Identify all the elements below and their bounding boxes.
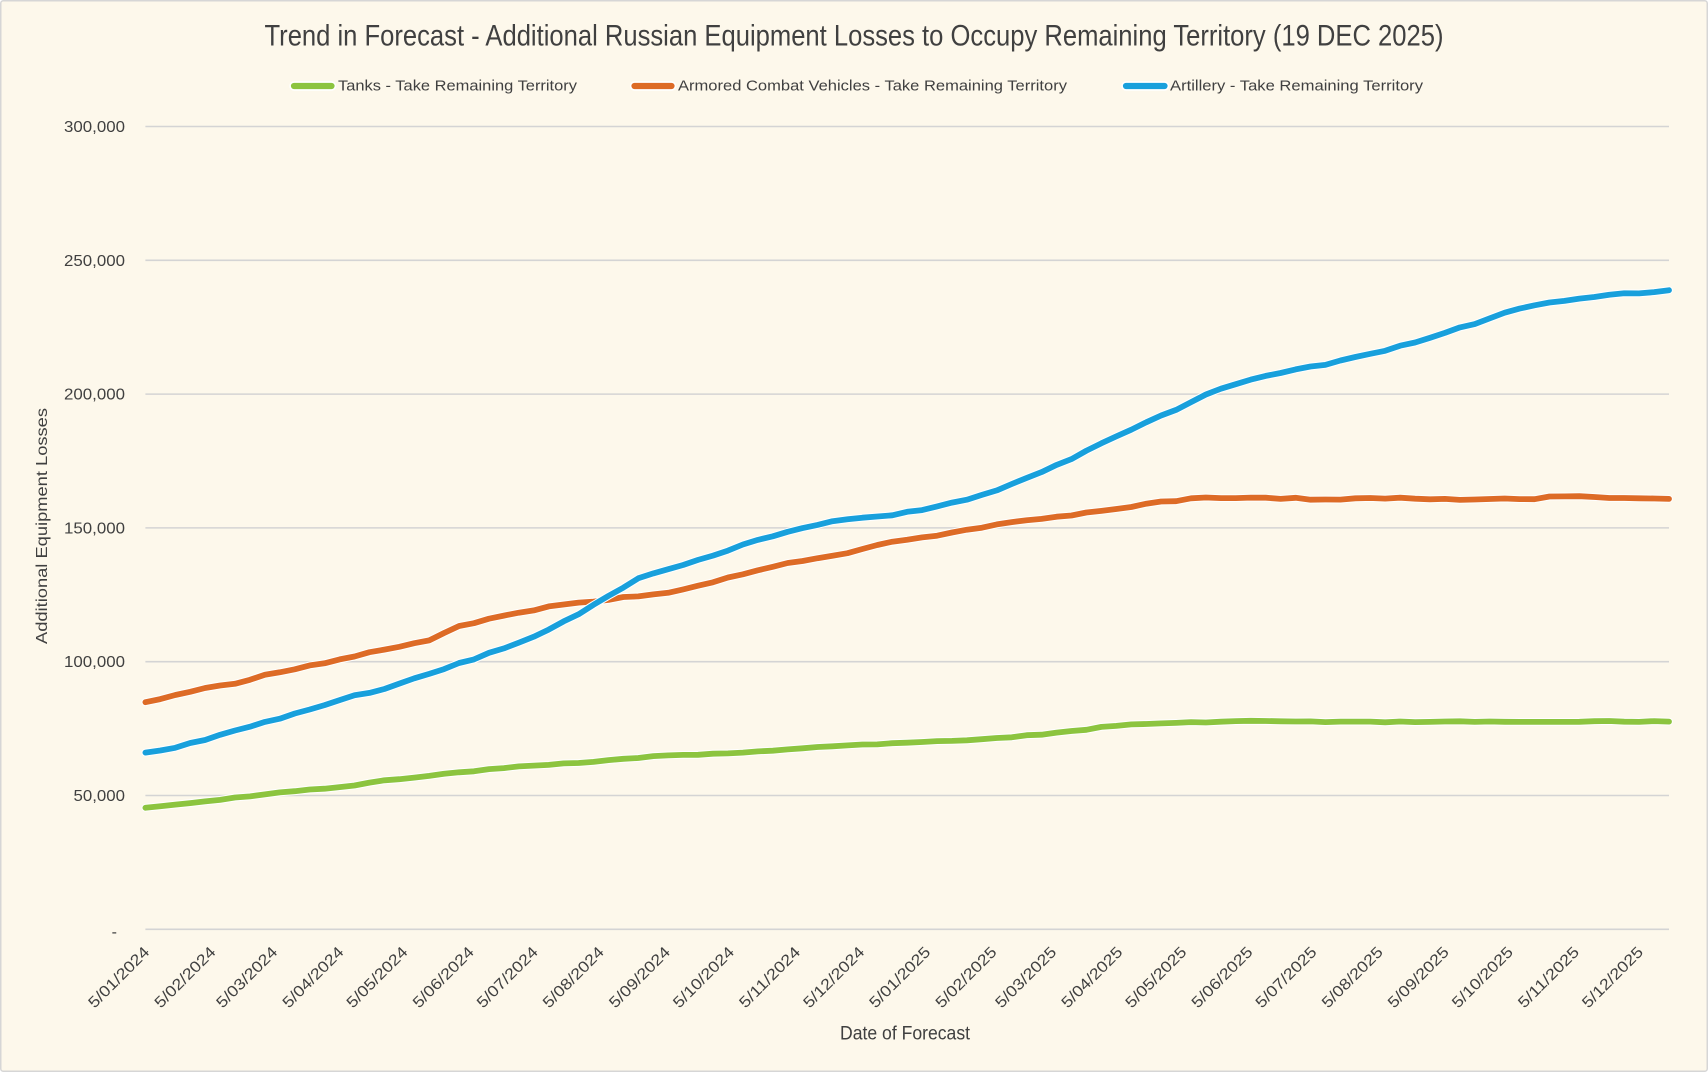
svg-text:Artillery - Take Remaining Ter: Artillery - Take Remaining Territory xyxy=(1170,77,1424,94)
svg-text:Tanks - Take Remaining Territo: Tanks - Take Remaining Territory xyxy=(338,77,578,94)
svg-text:Additional Equipment Losses: Additional Equipment Losses xyxy=(34,408,51,644)
svg-text:300,000: 300,000 xyxy=(64,119,125,136)
svg-text:50,000: 50,000 xyxy=(74,788,126,805)
svg-text:-: - xyxy=(112,924,117,941)
svg-text:100,000: 100,000 xyxy=(64,654,125,671)
svg-text:Date of Forecast: Date of Forecast xyxy=(840,1024,971,1045)
svg-text:Armored Combat Vehicles - Take: Armored Combat Vehicles - Take Remaining… xyxy=(678,77,1068,94)
svg-text:Trend in Forecast - Additional: Trend in Forecast - Additional Russian E… xyxy=(265,21,1444,53)
svg-text:200,000: 200,000 xyxy=(64,387,125,404)
svg-text:250,000: 250,000 xyxy=(64,253,125,270)
svg-text:150,000: 150,000 xyxy=(64,520,125,537)
